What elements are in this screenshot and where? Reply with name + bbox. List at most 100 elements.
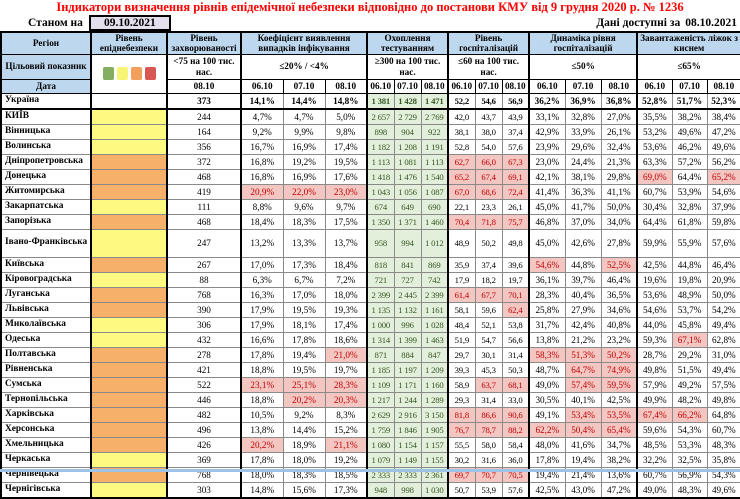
incidence-value: 482 — [166, 406, 242, 423]
testing-value: 1 759 — [366, 421, 395, 438]
hospitalization-value: 56,9 — [501, 92, 530, 110]
hospitalization-value: 26,1 — [501, 198, 530, 215]
hosp-dynamics-value: 27,9% — [564, 301, 602, 318]
hospitalization-value: 38,1 — [447, 123, 476, 140]
hospitalization-value: 48,4 — [447, 316, 476, 333]
hospitalization-value: 86,6 — [474, 406, 503, 423]
date-header: 08.10 — [706, 78, 740, 94]
testing-value: 1 157 — [420, 436, 449, 453]
oxygen-beds-value: 32,5% — [671, 451, 708, 468]
hosp-dynamics-value: 65,4% — [600, 421, 638, 438]
detection-value: 18,4% — [240, 213, 284, 230]
testing-value: 1 113 — [366, 153, 395, 170]
epidemic-level-cell — [90, 213, 168, 230]
oxygen-beds-value: 62,8% — [706, 331, 740, 348]
epidemic-level-cell — [90, 376, 168, 393]
hospitalization-value: 62,4 — [501, 301, 530, 318]
oxygen-beds-value: 44,8% — [671, 256, 708, 273]
hospitalization-value: 67,4 — [474, 168, 503, 185]
date-row-label: Дата — [0, 78, 92, 94]
region-cell: Вінницька — [0, 123, 92, 140]
testing-value: 998 — [393, 481, 422, 499]
hosp-dynamics-value: 31,7% — [528, 316, 566, 333]
hospitalization-value: 23,3 — [474, 198, 503, 215]
oxygen-beds-value: 53,6% — [636, 138, 673, 155]
hospitalization-value: 17,9 — [447, 271, 476, 288]
oxygen-beds-value: 46,2% — [671, 138, 708, 155]
testing-value: 1 197 — [393, 361, 422, 378]
detection-value: 16,8% — [240, 168, 284, 185]
detection-value: 8,3% — [324, 406, 368, 423]
testing-value: 1 161 — [420, 301, 449, 318]
hospitalization-value: 68,6 — [474, 183, 503, 200]
detection-value: 18,6% — [324, 331, 368, 348]
legend-red-swatch-icon — [144, 67, 156, 81]
detection-value: 18,4% — [324, 256, 368, 273]
detection-value: 13,7% — [324, 228, 368, 258]
hosp-dynamics-value: 42,1% — [528, 168, 566, 185]
hospitalization-value: 33,0 — [501, 391, 530, 408]
oxygen-beds-value: 48,5% — [636, 436, 673, 453]
hospitalization-value: 69,1 — [501, 168, 530, 185]
hosp-dynamics-value: 34,7% — [600, 436, 638, 453]
hospitalization-value: 48,9 — [447, 228, 476, 258]
detection-value: 14,8% — [240, 481, 284, 499]
detection-value: 22,0% — [282, 183, 326, 200]
testing-value: 3 150 — [420, 406, 449, 423]
testing-value: 1 350 — [366, 213, 395, 230]
hosp-dynamics-value: 41,6% — [564, 436, 602, 453]
detection-value: 19,4% — [282, 346, 326, 363]
testing-value: 1 428 — [393, 92, 422, 110]
hospitalization-value: 58,1 — [447, 301, 476, 318]
hosp-dynamics-value: 53,5% — [600, 406, 638, 423]
hospitalization-value: 65,2 — [447, 168, 476, 185]
oxygen-beds-value: 54,6% — [706, 183, 740, 200]
col-header-region: Регіон — [0, 31, 92, 55]
detection-value: 18,8% — [240, 361, 284, 378]
testing-value: 2 729 — [393, 108, 422, 125]
table-row: Чернігівська 303 14,8% 15,6% 17,3% 948 998 1 03… — [0, 481, 740, 499]
detection-value: 18,1% — [282, 316, 326, 333]
oxygen-beds-value: 50,0% — [706, 286, 740, 303]
hosp-dynamics-value: 32,8% — [564, 108, 602, 125]
oxygen-beds-value: 59,6% — [636, 421, 673, 438]
detection-value: 6,7% — [282, 271, 326, 288]
hosp-dynamics-value: 34,6% — [600, 301, 638, 318]
incidence-value: 244 — [166, 108, 242, 125]
detection-value: 18,0% — [324, 286, 368, 303]
hosp-dynamics-value: 41,4% — [528, 183, 566, 200]
hospitalization-value: 52,8 — [447, 138, 476, 155]
hosp-dynamics-value: 50,0% — [600, 198, 638, 215]
detection-value: 21,0% — [324, 346, 368, 363]
oxygen-beds-value: 32,8% — [671, 198, 708, 215]
region-cell: Тернопільська — [0, 391, 92, 408]
oxygen-beds-value: 32,2% — [636, 451, 673, 468]
oxygen-beds-value: 69,0% — [636, 168, 673, 185]
oxygen-beds-value: 37,9% — [706, 198, 740, 215]
testing-value: 871 — [366, 346, 395, 363]
detection-value: 13,2% — [240, 228, 284, 258]
region-cell: Запорізька — [0, 213, 92, 230]
date-header: 08.10 — [166, 78, 242, 94]
incidence-value: 496 — [166, 421, 242, 438]
incidence-value: 768 — [166, 286, 242, 303]
region-cell: Хмельницька — [0, 436, 92, 453]
hospitalization-value: 18,2 — [474, 271, 503, 288]
table-row: Україна 373 14,1% 14,4% 14,8% 1 381 1 428 1 471… — [0, 92, 740, 110]
oxygen-beds-value: 45,8% — [671, 316, 708, 333]
detection-value: 25,1% — [282, 376, 326, 393]
oxygen-beds-value: 46,4% — [706, 256, 740, 273]
hospitalization-value: 55,5 — [447, 436, 476, 453]
testing-value: 1 081 — [393, 153, 422, 170]
oxygen-beds-value: 55,9% — [671, 228, 708, 258]
testing-value: 2 399 — [366, 286, 395, 303]
epidemic-level-cell — [90, 198, 168, 215]
hosp-dynamics-value: 27,8% — [600, 228, 638, 258]
epidemic-level-cell — [90, 168, 168, 185]
detection-value: 9,6% — [282, 198, 326, 215]
testing-value: 994 — [393, 228, 422, 258]
testing-value: 1 028 — [420, 316, 449, 333]
testing-value: 1 000 — [366, 316, 395, 333]
hosp-dynamics-value: 13,8% — [528, 331, 566, 348]
incidence-value: 278 — [166, 346, 242, 363]
